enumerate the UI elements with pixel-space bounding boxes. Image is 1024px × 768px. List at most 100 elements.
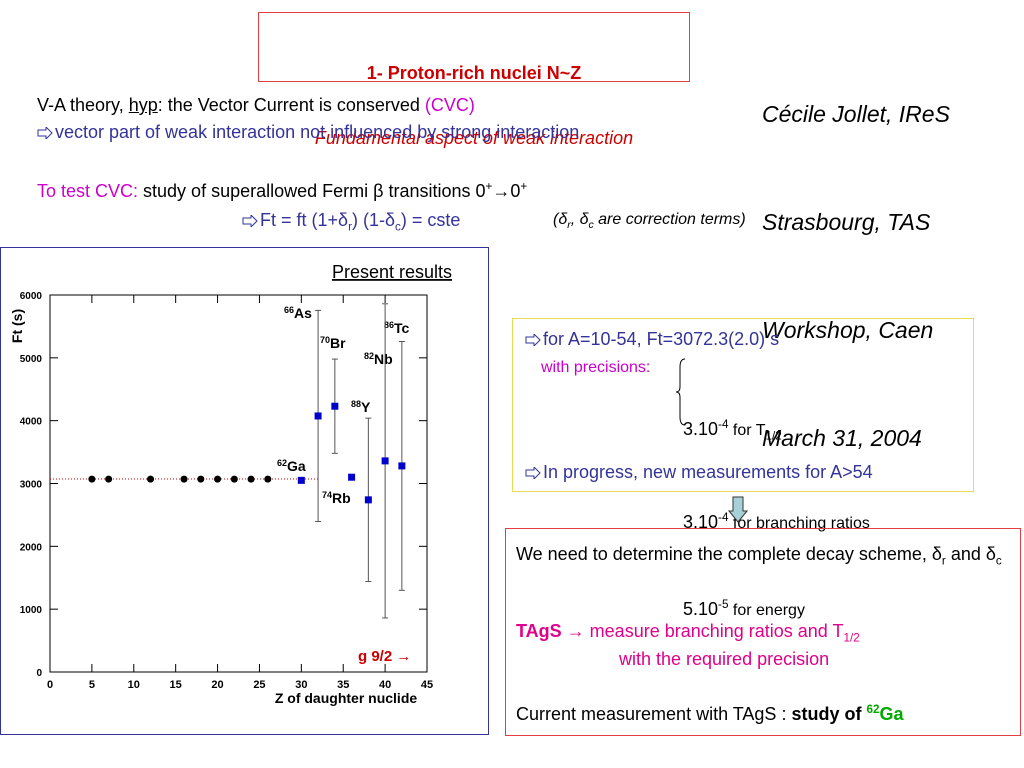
text: → measure branching ratios and T [561, 621, 844, 641]
text: c [995, 554, 1002, 568]
text: ) = cste [400, 210, 461, 230]
subtitle: Fundamental aspect of weak interaction [314, 128, 634, 148]
point [247, 475, 255, 483]
text-line: TAgS → measure branching ratios and T1/2 [516, 621, 860, 645]
point [230, 475, 238, 483]
text: →0 [492, 181, 521, 201]
intro-line: To test CVC: study of superallowed Fermi… [37, 180, 527, 202]
mass: 74 [322, 490, 332, 500]
symbol: Nb [374, 351, 393, 367]
annotation: 62Ga [277, 458, 306, 474]
text: c [394, 220, 401, 234]
brace [675, 358, 686, 426]
author-line: Strasbourg, TAS [762, 209, 931, 235]
point [197, 475, 205, 483]
title: 1- Proton-rich nuclei N~Z [366, 63, 582, 83]
text: : the Vector Current is conserved [157, 95, 425, 115]
x-axis-label: Z of daughter nuclide [275, 690, 418, 706]
symbol: As [294, 305, 312, 321]
text-line: We need to determine the complete decay … [516, 541, 1006, 575]
annotation: 88Y [351, 399, 371, 415]
text: r [348, 220, 352, 234]
x-tick-label: 20 [211, 679, 223, 691]
precision-line: 3.10-4 for branching ratios [683, 504, 870, 537]
text: 3.10 [683, 419, 719, 439]
point [147, 475, 155, 483]
text: 5.10 [683, 598, 719, 619]
point [297, 476, 305, 484]
symbol: Ga [287, 458, 306, 474]
text: 1/2 [843, 631, 860, 645]
text: r [941, 554, 946, 568]
text: -4 [718, 418, 729, 431]
text: TAgS [516, 621, 562, 641]
x-tick-label: 45 [421, 679, 433, 691]
x-tick-label: 30 [295, 679, 307, 691]
annotation: 74Rb [322, 490, 351, 506]
text: for energy [728, 601, 805, 619]
text: Ft = ft (1+δ [260, 210, 349, 230]
author-line: Cécile Jollet, IReS [762, 101, 950, 127]
point [364, 496, 372, 504]
mass: 86 [384, 320, 394, 330]
annotation: 70Br [320, 335, 346, 351]
mass: 62 [277, 458, 287, 468]
symbol: Br [330, 335, 346, 351]
text: Ga [879, 704, 904, 724]
symbol: Y [361, 399, 371, 415]
mass: 66 [284, 305, 294, 315]
intro-note: (δr, δc are correction terms) [553, 211, 746, 231]
y-tick-label: 0 [36, 668, 42, 679]
chart-frame [0, 247, 489, 735]
mass: 82 [364, 351, 374, 361]
chart: Present results Ft (s) Z of daughter nuc… [9, 262, 452, 706]
needs-box: We need to determine the complete decay … [505, 528, 1021, 736]
author-line: Workshop, Caen [762, 317, 934, 343]
annotation: 86Tc [384, 320, 410, 336]
precision-line: 3.10-4 for T1/2 [683, 411, 870, 450]
intro-line: V-A theory, hyp: the Vector Current is c… [37, 95, 475, 116]
text-line: with the required precision [619, 649, 830, 669]
x-tick-label: 0 [47, 679, 53, 691]
text: hyp [128, 95, 158, 115]
text: -5 [718, 597, 729, 611]
precisions: 3.10-4 for T1/2 3.10-4 for branching rat… [683, 357, 870, 678]
title-box: 1- Proton-rich nuclei N~Z Fundamental as… [258, 12, 690, 148]
text: Current measurement with TAgS : [516, 704, 792, 724]
text: are correction terms) [593, 211, 746, 228]
author-line: March 31, 2004 [762, 425, 922, 451]
symbol: Tc [394, 320, 410, 336]
x-tick-label: 25 [253, 679, 265, 691]
text-line: In progress, new measurements for A>54 [525, 462, 873, 483]
text: (CVC) [424, 95, 475, 115]
y-tick-label: 2000 [20, 542, 43, 553]
point [264, 475, 272, 483]
text: We need to determine the complete decay … [516, 544, 942, 564]
x-tick-label: 10 [128, 679, 140, 691]
point [381, 457, 389, 465]
down-arrow [728, 496, 748, 523]
x-tick-label: 5 [89, 679, 95, 691]
point [348, 473, 356, 481]
text: for branching ratios [728, 514, 870, 532]
y-tick-label: 5000 [20, 354, 43, 365]
symbol: Rb [332, 490, 351, 506]
text: for T [728, 422, 766, 439]
annotation: 82Nb [364, 351, 393, 367]
annotation: 66As [284, 305, 312, 321]
arrow-icon [242, 215, 258, 228]
mass: 70 [320, 335, 330, 345]
intro-line: Ft = ft (1+δr) (1-δc) = cste [242, 210, 460, 234]
text: In progress, new measurements for A>54 [543, 462, 873, 482]
point [88, 475, 96, 483]
point [214, 475, 222, 483]
arrow-icon [525, 334, 541, 347]
text: , δ [570, 211, 589, 228]
results-box: for A=10-54, Ft=3072.3(2.0) s with preci… [512, 318, 974, 619]
x-tick-label: 15 [170, 679, 182, 691]
text: for A=10-54, Ft=3072.3(2.0) s [543, 329, 780, 349]
arrow-icon [37, 127, 53, 140]
precision-line: 5.10-5 for energy [683, 591, 870, 624]
text: V-A theory, [37, 95, 129, 115]
